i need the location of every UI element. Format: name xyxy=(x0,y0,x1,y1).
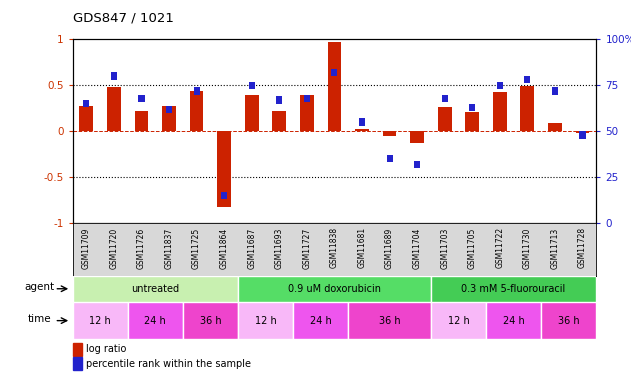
Text: GSM11705: GSM11705 xyxy=(468,227,477,269)
Text: 0.9 uM doxorubicin: 0.9 uM doxorubicin xyxy=(288,284,381,294)
Bar xyxy=(166,105,172,113)
Bar xyxy=(73,276,238,302)
Bar xyxy=(410,131,424,143)
Bar xyxy=(497,82,503,89)
Text: GSM11713: GSM11713 xyxy=(550,227,560,268)
Bar xyxy=(548,123,562,131)
Bar xyxy=(107,87,121,131)
Bar xyxy=(162,106,176,131)
Text: GSM11722: GSM11722 xyxy=(495,227,504,268)
Bar xyxy=(217,131,231,207)
Text: GSM11728: GSM11728 xyxy=(578,227,587,268)
Bar xyxy=(273,111,286,131)
Bar xyxy=(521,86,534,131)
Text: GSM11864: GSM11864 xyxy=(220,227,228,268)
Bar xyxy=(80,106,93,131)
Bar xyxy=(276,96,282,104)
Text: GSM11703: GSM11703 xyxy=(440,227,449,269)
Bar xyxy=(466,112,479,131)
Text: log ratio: log ratio xyxy=(86,344,127,354)
Bar xyxy=(414,160,420,168)
Bar xyxy=(183,302,238,339)
Text: 24 h: 24 h xyxy=(144,316,166,326)
Bar xyxy=(469,104,475,111)
Bar xyxy=(134,111,148,131)
Text: GSM11681: GSM11681 xyxy=(358,227,367,268)
Text: GSM11687: GSM11687 xyxy=(247,227,256,268)
Bar xyxy=(387,155,392,162)
Bar xyxy=(73,343,82,355)
Bar xyxy=(442,94,448,102)
Bar xyxy=(300,94,314,131)
Text: GSM11693: GSM11693 xyxy=(275,227,284,269)
Text: percentile rank within the sample: percentile rank within the sample xyxy=(86,359,251,369)
Bar xyxy=(304,94,310,102)
Text: 36 h: 36 h xyxy=(558,316,579,326)
Text: GSM11726: GSM11726 xyxy=(137,227,146,268)
Bar xyxy=(541,302,596,339)
Bar xyxy=(431,302,486,339)
Text: agent: agent xyxy=(25,282,55,292)
Bar xyxy=(190,91,203,131)
Text: 24 h: 24 h xyxy=(503,316,524,326)
Text: GDS847 / 1021: GDS847 / 1021 xyxy=(73,11,174,24)
Bar xyxy=(245,95,259,131)
Bar xyxy=(331,69,338,76)
Bar xyxy=(552,87,558,94)
Text: time: time xyxy=(28,314,52,324)
Bar xyxy=(524,76,531,84)
Bar xyxy=(73,302,127,339)
Text: 12 h: 12 h xyxy=(255,316,276,326)
Bar xyxy=(249,82,255,89)
Bar xyxy=(127,302,183,339)
Bar xyxy=(73,357,82,370)
Text: 12 h: 12 h xyxy=(447,316,469,326)
Bar xyxy=(579,131,586,139)
Text: 0.3 mM 5-fluorouracil: 0.3 mM 5-fluorouracil xyxy=(461,284,566,294)
Bar xyxy=(138,94,144,102)
Text: GSM11689: GSM11689 xyxy=(385,227,394,268)
Bar xyxy=(194,87,199,94)
Bar xyxy=(111,72,117,80)
Text: 12 h: 12 h xyxy=(89,316,111,326)
Bar xyxy=(238,302,293,339)
Bar xyxy=(221,192,227,199)
Text: GSM11837: GSM11837 xyxy=(165,227,174,268)
Text: GSM11709: GSM11709 xyxy=(82,227,91,269)
Bar xyxy=(355,129,369,131)
Text: GSM11730: GSM11730 xyxy=(523,227,532,269)
Text: GSM11838: GSM11838 xyxy=(330,227,339,268)
Text: GSM11704: GSM11704 xyxy=(413,227,422,269)
Bar xyxy=(327,42,341,131)
Bar xyxy=(486,302,541,339)
Text: untreated: untreated xyxy=(131,284,179,294)
Bar xyxy=(493,92,507,131)
Text: 24 h: 24 h xyxy=(310,316,331,326)
Text: 36 h: 36 h xyxy=(379,316,401,326)
Text: 36 h: 36 h xyxy=(199,316,221,326)
Bar xyxy=(431,276,596,302)
Bar xyxy=(83,100,90,107)
Bar xyxy=(359,118,365,126)
Bar xyxy=(575,131,589,133)
Text: GSM11725: GSM11725 xyxy=(192,227,201,268)
Bar xyxy=(382,131,396,136)
Text: GSM11727: GSM11727 xyxy=(302,227,311,268)
Text: GSM11720: GSM11720 xyxy=(109,227,119,268)
Bar xyxy=(438,107,452,131)
Bar xyxy=(348,302,431,339)
Bar xyxy=(293,302,348,339)
Bar xyxy=(238,276,431,302)
